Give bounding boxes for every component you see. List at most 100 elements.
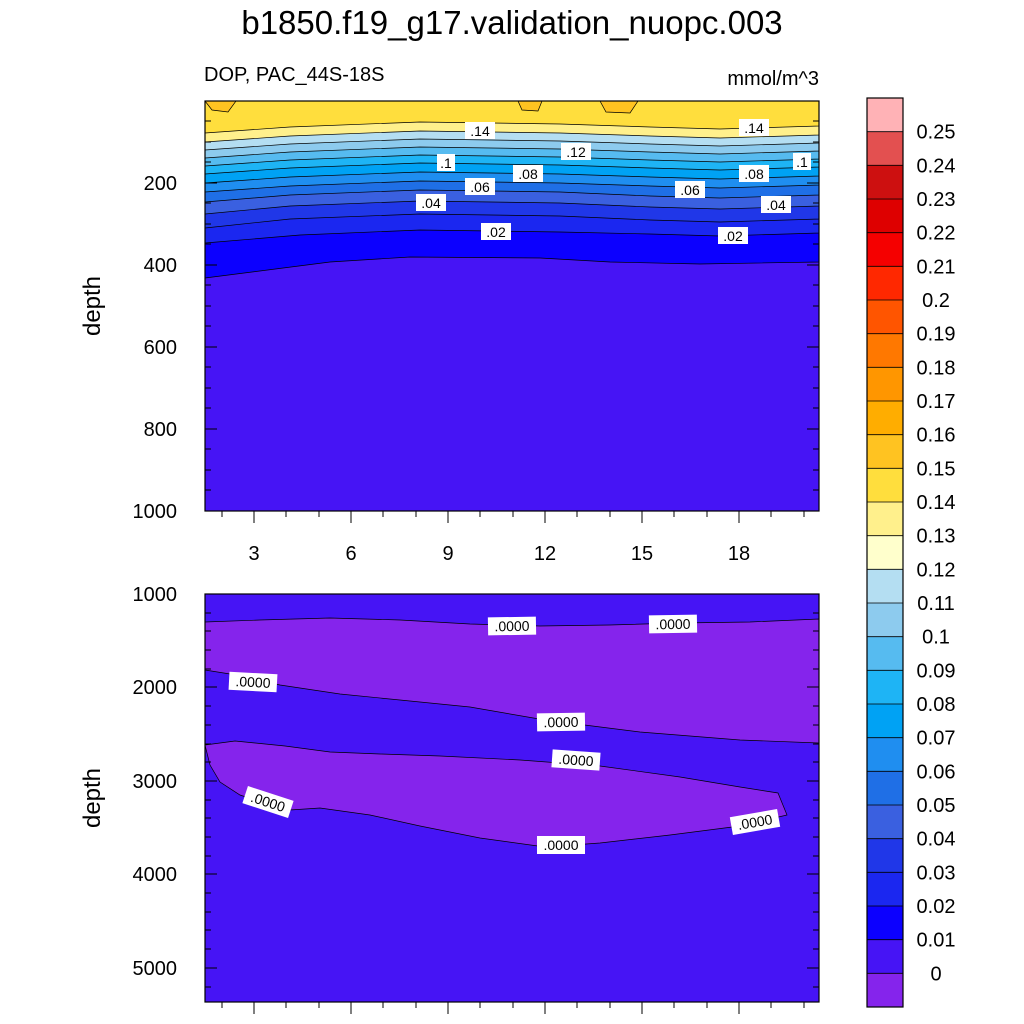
lower-y-ticks (205, 612, 819, 988)
colorbar-tick-label: 0.03 (917, 862, 956, 884)
upper-y-ticks (205, 120, 819, 491)
colorbar-frame (866, 97, 904, 1008)
colorbar-swatch (867, 98, 903, 133)
lower-y-tick-label: 1000 (133, 584, 178, 606)
lower-x-ticks (221, 1002, 805, 1014)
colorbar-swatch (867, 569, 903, 604)
upper-y-axis-label: depth (79, 276, 106, 336)
colorbar: 0.25 0.24 0.23 0.22 0.21 0.2 0.19 0.18 0.17 0.16 0… (866, 97, 956, 1008)
colorbar-tick-label: 0.21 (917, 256, 956, 278)
colorbar-swatch (867, 434, 903, 469)
upper-y-tick-label: 800 (144, 419, 177, 441)
upper-contour-label: .14 (744, 120, 764, 136)
lower-contour-label: .0000 (494, 618, 530, 635)
lower-plot-frame (204, 593, 820, 1003)
colorbar-swatch (867, 468, 903, 503)
colorbar-swatch (867, 199, 903, 234)
colorbar-swatch (867, 704, 903, 739)
lower-y-axis-label: depth (79, 768, 106, 828)
colorbar-swatch (867, 165, 903, 200)
lower-contour-label: .0000 (235, 673, 271, 691)
colorbar-swatch (867, 973, 903, 1008)
upper-contour-label: .1 (796, 154, 808, 170)
colorbar-swatch (867, 838, 903, 873)
upper-x-tick-label: 6 (345, 543, 356, 565)
upper-y-tick-label: 1000 (133, 501, 178, 523)
upper-y-tick-label: 200 (144, 173, 177, 195)
upper-contour-label: .02 (486, 224, 506, 240)
colorbar-swatch (867, 603, 903, 638)
upper-contour-label: .12 (566, 144, 586, 160)
upper-contour-label: .08 (744, 166, 764, 182)
lower-contour-label: .0000 (736, 811, 773, 833)
upper-y-tick-label: 400 (144, 255, 177, 277)
upper-contour-label: .1 (440, 155, 452, 171)
colorbar-swatch (867, 266, 903, 301)
upper-contour-label: .06 (470, 179, 490, 195)
colorbar-tick-label: 0.19 (917, 324, 956, 346)
colorbar-tick-label: 0.17 (917, 391, 956, 413)
colorbar-swatch (867, 636, 903, 671)
lower-contour-label: .0000 (543, 714, 579, 731)
colorbar-tick-label: 0.16 (917, 425, 956, 447)
lower-contour-fill (205, 594, 819, 1002)
upper-contour-label: .06 (680, 182, 700, 198)
colorbar-tick-label: 0.14 (917, 492, 956, 514)
colorbar-swatch (867, 939, 903, 974)
colorbar-tick-label: 0.24 (917, 155, 956, 177)
colorbar-tick-label: 0.25 (917, 122, 956, 144)
colorbar-tick-label: 0.1 (922, 627, 950, 649)
upper-x-ticks (221, 511, 805, 523)
colorbar-tick-label: 0.05 (917, 795, 956, 817)
upper-contour-label: .04 (766, 197, 786, 213)
colorbar-tick-label: 0.15 (917, 458, 956, 480)
lower-y-tick-label: 3000 (133, 771, 178, 793)
upper-contour-label: .04 (421, 195, 441, 211)
colorbar-tick-label: 0.2 (922, 290, 950, 312)
lower-y-tick-label: 2000 (133, 677, 178, 699)
colorbar-tick-label: 0.01 (917, 930, 956, 952)
colorbar-tick-label: 0.09 (917, 660, 956, 682)
colorbar-swatch (867, 670, 903, 705)
lower-y-tick-label: 5000 (133, 958, 178, 980)
colorbar-tick-label: 0.18 (917, 357, 956, 379)
chart-title: b1850.f19_g17.validation_nuopc.003 (241, 4, 783, 41)
colorbar-swatch (867, 906, 903, 941)
lower-y-tick-label: 4000 (133, 864, 178, 886)
colorbar-swatch (867, 737, 903, 772)
lower-contour-label: .0000 (655, 616, 691, 633)
upper-y-tick-label: 600 (144, 337, 177, 359)
colorbar-swatch (867, 232, 903, 267)
colorbar-tick-label: 0 (930, 963, 941, 985)
colorbar-swatch (867, 131, 903, 166)
colorbar-tick-label: 0.07 (917, 728, 956, 750)
colorbar-tick-label: 0.23 (917, 189, 956, 211)
upper-x-tick-label: 15 (631, 543, 653, 565)
upper-x-tick-label: 3 (248, 543, 259, 565)
colorbar-swatch (867, 872, 903, 907)
variable-region-label: DOP, PAC_44S-18S (204, 64, 385, 86)
colorbar-swatch (867, 401, 903, 436)
lower-panel: .0000 .0000 .0000 .0000 .0000 .0000 .000… (79, 584, 820, 1014)
colorbar-tick-label: 0.12 (917, 559, 956, 581)
colorbar-tick-label: 0.11 (917, 593, 954, 615)
upper-panel: .14 .12 .14 .1 .08 .08 .1 .06 .06 .04 .0… (79, 100, 820, 565)
lower-contour-label: .0000 (543, 837, 578, 853)
upper-contour-fill (205, 101, 819, 511)
colorbar-swatch (867, 535, 903, 570)
colorbar-tick-label: 0.02 (917, 896, 956, 918)
colorbar-tick-label: 0.13 (917, 526, 956, 548)
upper-x-tick-label: 12 (534, 543, 556, 565)
colorbar-swatch (867, 502, 903, 537)
upper-contour-label: .02 (723, 228, 743, 244)
upper-contour-label: .08 (518, 166, 538, 182)
colorbar-tick-label: 0.04 (917, 829, 956, 851)
colorbar-tick-label: 0.08 (917, 694, 956, 716)
colorbar-swatch (867, 805, 903, 840)
upper-x-tick-label: 9 (442, 543, 453, 565)
colorbar-swatch (867, 333, 903, 368)
colorbar-swatch (867, 771, 903, 806)
colorbar-tick-label: 0.22 (917, 223, 956, 245)
units-label: mmol/m^3 (727, 68, 819, 90)
